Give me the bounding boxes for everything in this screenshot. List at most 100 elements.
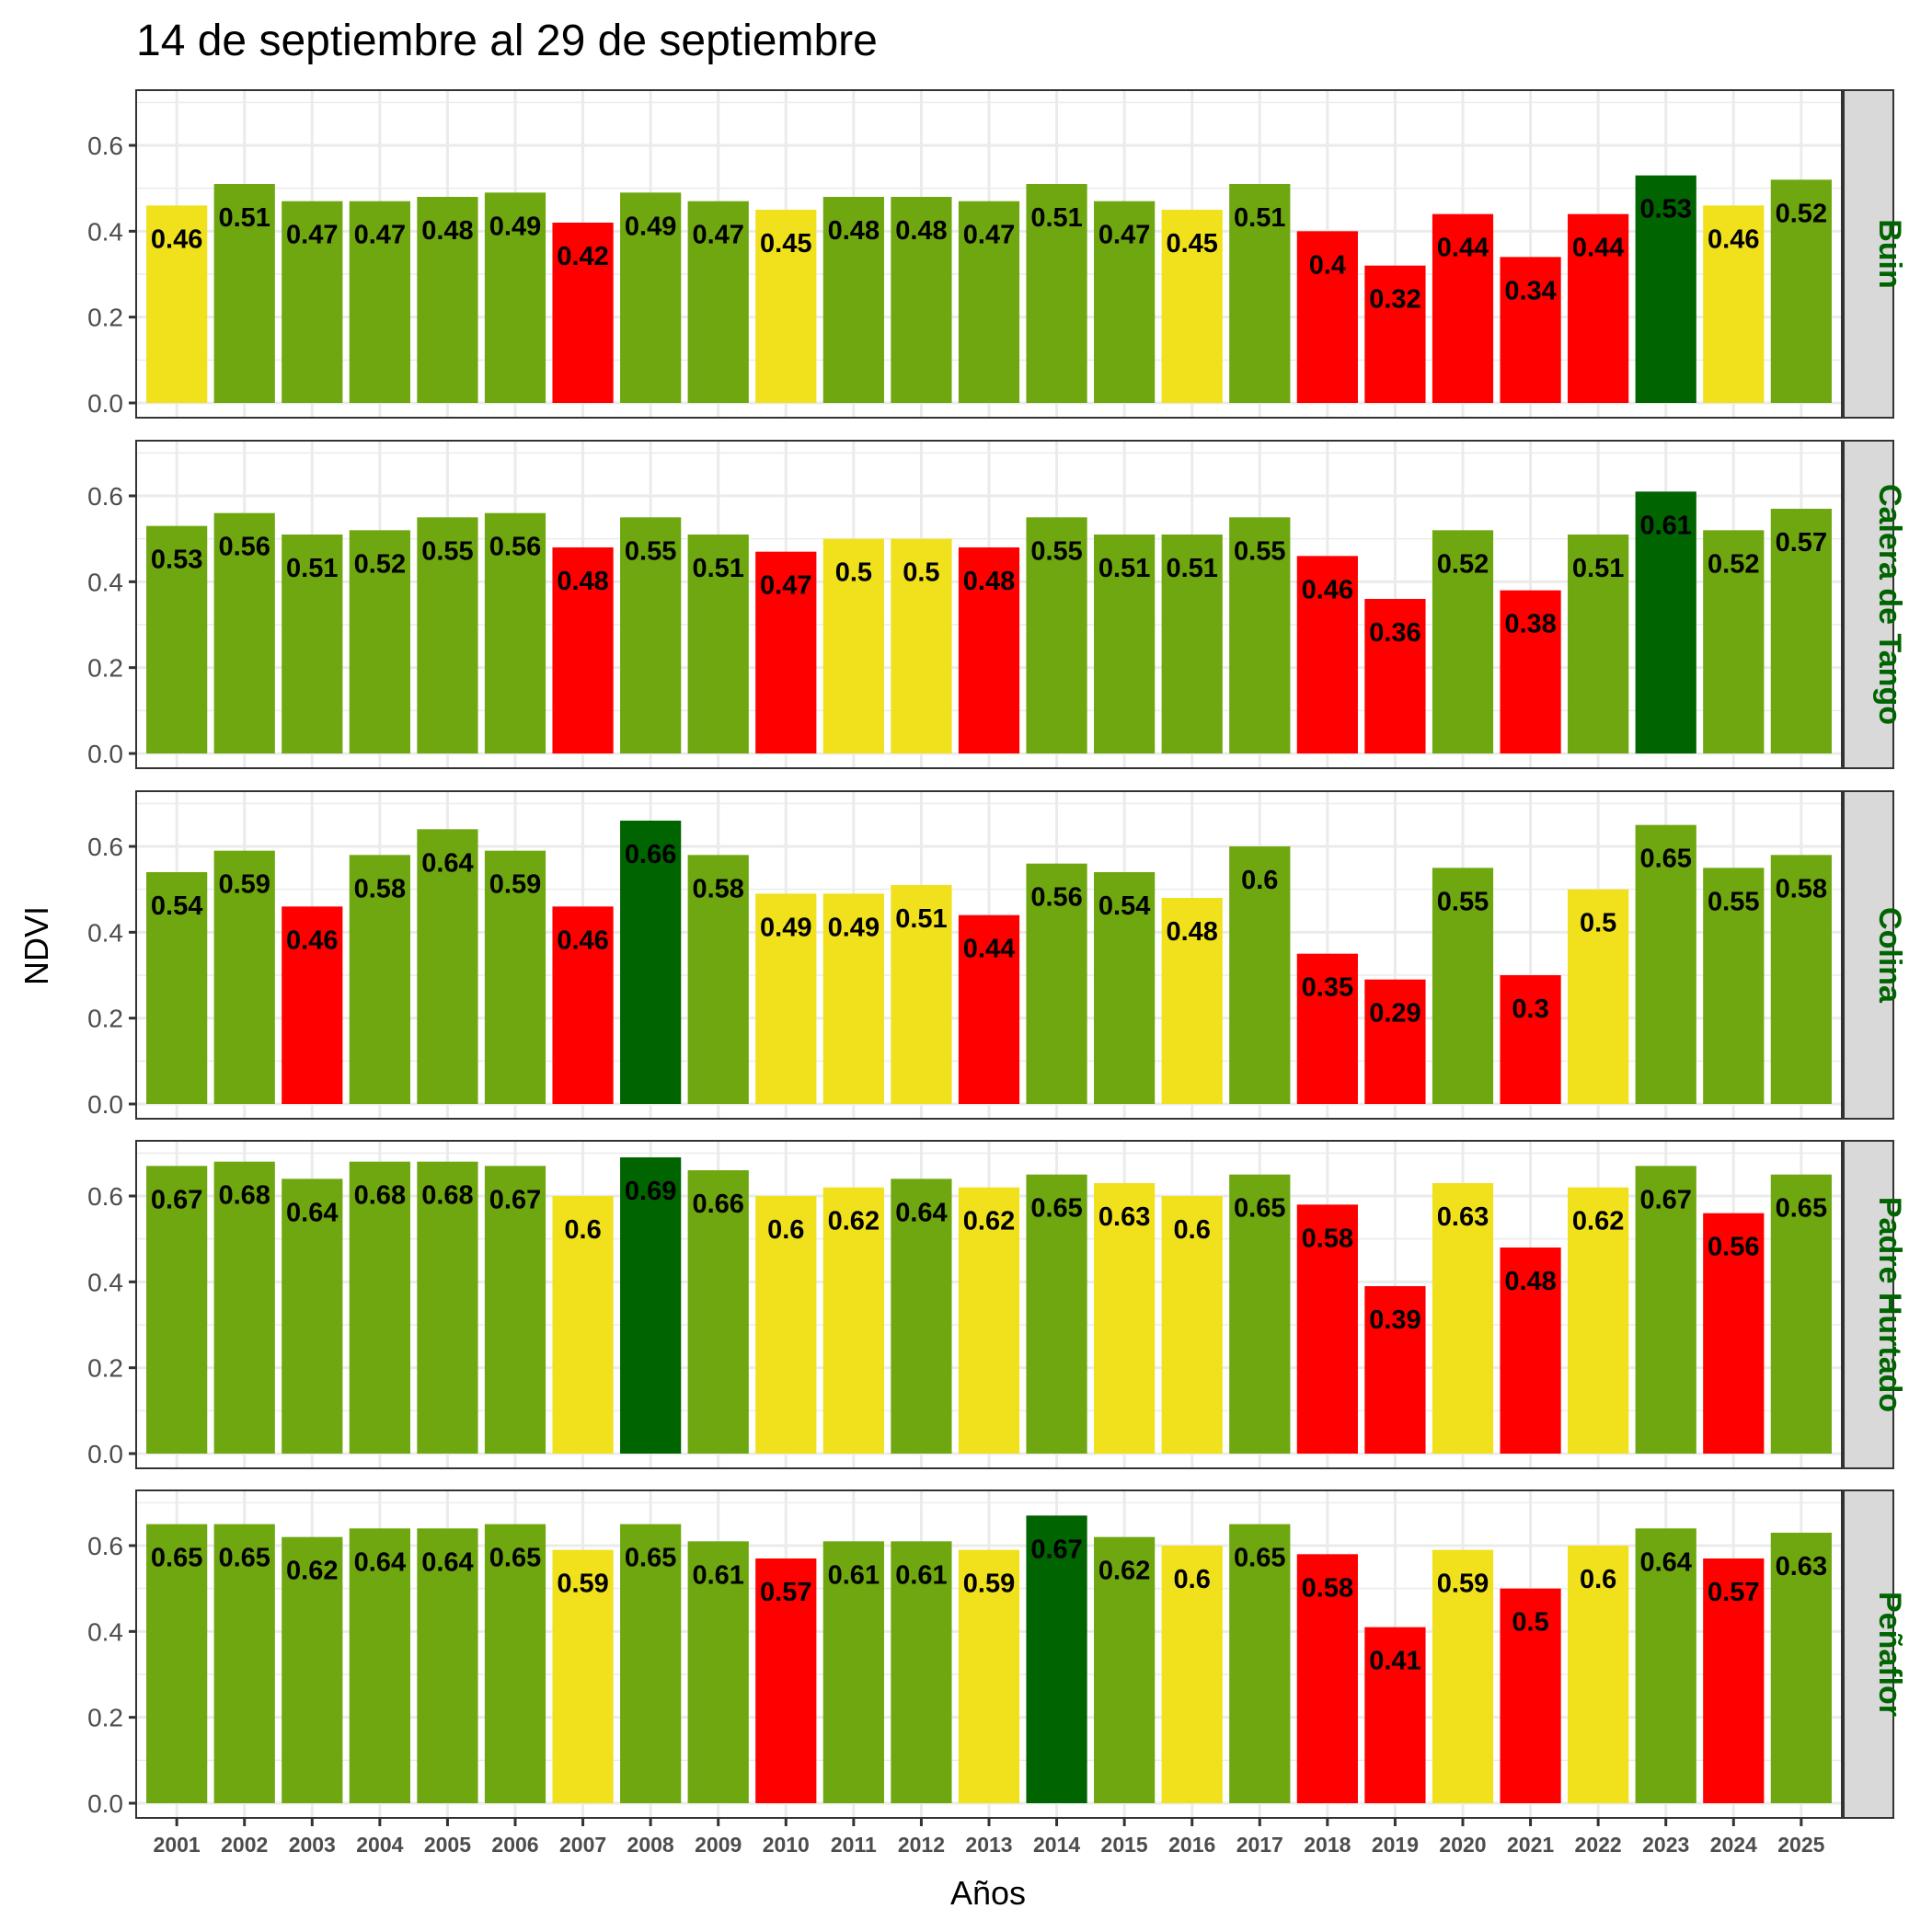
bar-2015 xyxy=(1094,872,1156,1104)
bar-value-label: 0.47 xyxy=(286,221,338,250)
x-tick-label: 2006 xyxy=(491,1833,538,1857)
bar-2017 xyxy=(1229,1174,1291,1454)
bar-value-label: 0.55 xyxy=(1030,536,1082,566)
bar-2018 xyxy=(1296,556,1358,753)
bar-2010 xyxy=(755,551,817,753)
bar-2008 xyxy=(620,1524,682,1803)
bar-2012 xyxy=(891,1541,952,1803)
panel-border xyxy=(135,1140,1843,1469)
bar-2002 xyxy=(213,184,275,403)
bar-value-label: 0.62 xyxy=(286,1557,338,1586)
bar-2005 xyxy=(417,517,478,753)
bar-value-label: 0.65 xyxy=(489,1544,541,1573)
bar-2019 xyxy=(1364,599,1426,753)
y-tick-label: 0.4 xyxy=(87,918,123,947)
bar-2015 xyxy=(1094,1183,1156,1454)
x-tick-label: 2019 xyxy=(1372,1833,1419,1857)
bar-value-label: 0.48 xyxy=(557,567,608,596)
bar-2020 xyxy=(1432,530,1494,753)
bar-2020 xyxy=(1432,1549,1494,1803)
bar-value-label: 0.5 xyxy=(1512,1608,1548,1638)
y-tick-label: 0.2 xyxy=(87,304,123,332)
bar-2008 xyxy=(620,517,682,753)
bar-2022 xyxy=(1568,535,1629,753)
x-tick-label: 2025 xyxy=(1777,1833,1824,1857)
y-tick-label: 0.4 xyxy=(87,217,123,246)
bar-value-label: 0.44 xyxy=(1572,234,1624,263)
bar-2014 xyxy=(1026,1174,1087,1454)
bar-2004 xyxy=(349,530,410,753)
bar-value-label: 0.45 xyxy=(1166,229,1217,259)
bar-2001 xyxy=(146,1524,208,1803)
bar-value-label: 0.39 xyxy=(1369,1305,1420,1335)
bar-2023 xyxy=(1635,175,1696,403)
bar-2007 xyxy=(552,1196,614,1454)
bar-value-label: 0.54 xyxy=(151,891,202,921)
bar-value-label: 0.63 xyxy=(1098,1202,1150,1232)
bar-value-label: 0.69 xyxy=(625,1177,676,1206)
panel-border xyxy=(135,89,1843,419)
bar-value-label: 0.48 xyxy=(828,216,880,246)
bar-2011 xyxy=(822,893,884,1104)
bar-value-label: 0.58 xyxy=(1302,1573,1353,1603)
bar-2002 xyxy=(213,1161,275,1454)
bar-2011 xyxy=(822,1541,884,1803)
bar-value-label: 0.5 xyxy=(835,558,872,588)
bar-2005 xyxy=(417,829,478,1104)
bar-value-label: 0.42 xyxy=(557,242,608,271)
bar-2010 xyxy=(755,1196,817,1454)
bar-2024 xyxy=(1703,205,1765,403)
bar-value-label: 0.59 xyxy=(1437,1570,1489,1599)
bar-value-label: 0.41 xyxy=(1369,1647,1420,1676)
x-tick-label: 2011 xyxy=(831,1833,877,1857)
bar-value-label: 0.35 xyxy=(1302,973,1353,1003)
bar-2019 xyxy=(1364,1627,1426,1803)
bar-2020 xyxy=(1432,868,1494,1104)
bar-value-label: 0.55 xyxy=(1708,887,1759,916)
bar-2009 xyxy=(687,535,749,753)
bar-value-label: 0.47 xyxy=(760,571,811,601)
bar-value-label: 0.61 xyxy=(1639,511,1691,540)
bar-2022 xyxy=(1568,1187,1629,1454)
y-axis-title: NDVI xyxy=(17,906,55,985)
bar-value-label: 0.64 xyxy=(286,1198,338,1227)
bar-value-label: 0.53 xyxy=(1639,195,1691,224)
facet-strip xyxy=(1843,1140,1894,1469)
bar-value-label: 0.64 xyxy=(421,848,473,878)
bar-2004 xyxy=(349,1528,410,1803)
bar-value-label: 0.6 xyxy=(1580,1565,1616,1594)
bar-value-label: 0.67 xyxy=(151,1185,202,1214)
x-tick-label: 2024 xyxy=(1710,1833,1757,1857)
bar-2024 xyxy=(1703,1558,1765,1803)
bar-2001 xyxy=(146,525,208,753)
bar-2004 xyxy=(349,855,410,1104)
x-tick-label: 2010 xyxy=(763,1833,810,1857)
bar-2007 xyxy=(552,547,614,753)
bar-value-label: 0.65 xyxy=(151,1544,202,1573)
bar-2004 xyxy=(349,201,410,403)
bar-value-label: 0.47 xyxy=(354,221,406,250)
bar-value-label: 0.65 xyxy=(1776,1194,1827,1224)
bar-value-label: 0.46 xyxy=(151,224,202,254)
bar-value-label: 0.29 xyxy=(1369,999,1420,1029)
bar-value-label: 0.6 xyxy=(1174,1215,1211,1245)
bar-value-label: 0.55 xyxy=(1437,887,1489,916)
bar-value-label: 0.51 xyxy=(692,554,743,583)
bar-2006 xyxy=(484,192,546,403)
bar-value-label: 0.67 xyxy=(489,1185,541,1214)
bar-value-label: 0.51 xyxy=(1098,554,1150,583)
bar-2017 xyxy=(1229,517,1291,753)
facet-strip-label: Buin xyxy=(1872,219,1907,289)
bar-value-label: 0.52 xyxy=(1437,549,1489,579)
bar-2019 xyxy=(1364,979,1426,1104)
bar-2014 xyxy=(1026,863,1087,1104)
bar-2020 xyxy=(1432,1183,1494,1454)
x-tick-label: 2004 xyxy=(356,1833,403,1857)
bar-value-label: 0.62 xyxy=(1098,1557,1150,1586)
bar-2007 xyxy=(552,223,614,403)
x-tick-label: 2012 xyxy=(898,1833,945,1857)
bar-value-label: 0.56 xyxy=(1030,883,1082,913)
bar-value-label: 0.56 xyxy=(218,533,270,562)
bar-2018 xyxy=(1296,953,1358,1104)
x-tick-label: 2023 xyxy=(1642,1833,1689,1857)
